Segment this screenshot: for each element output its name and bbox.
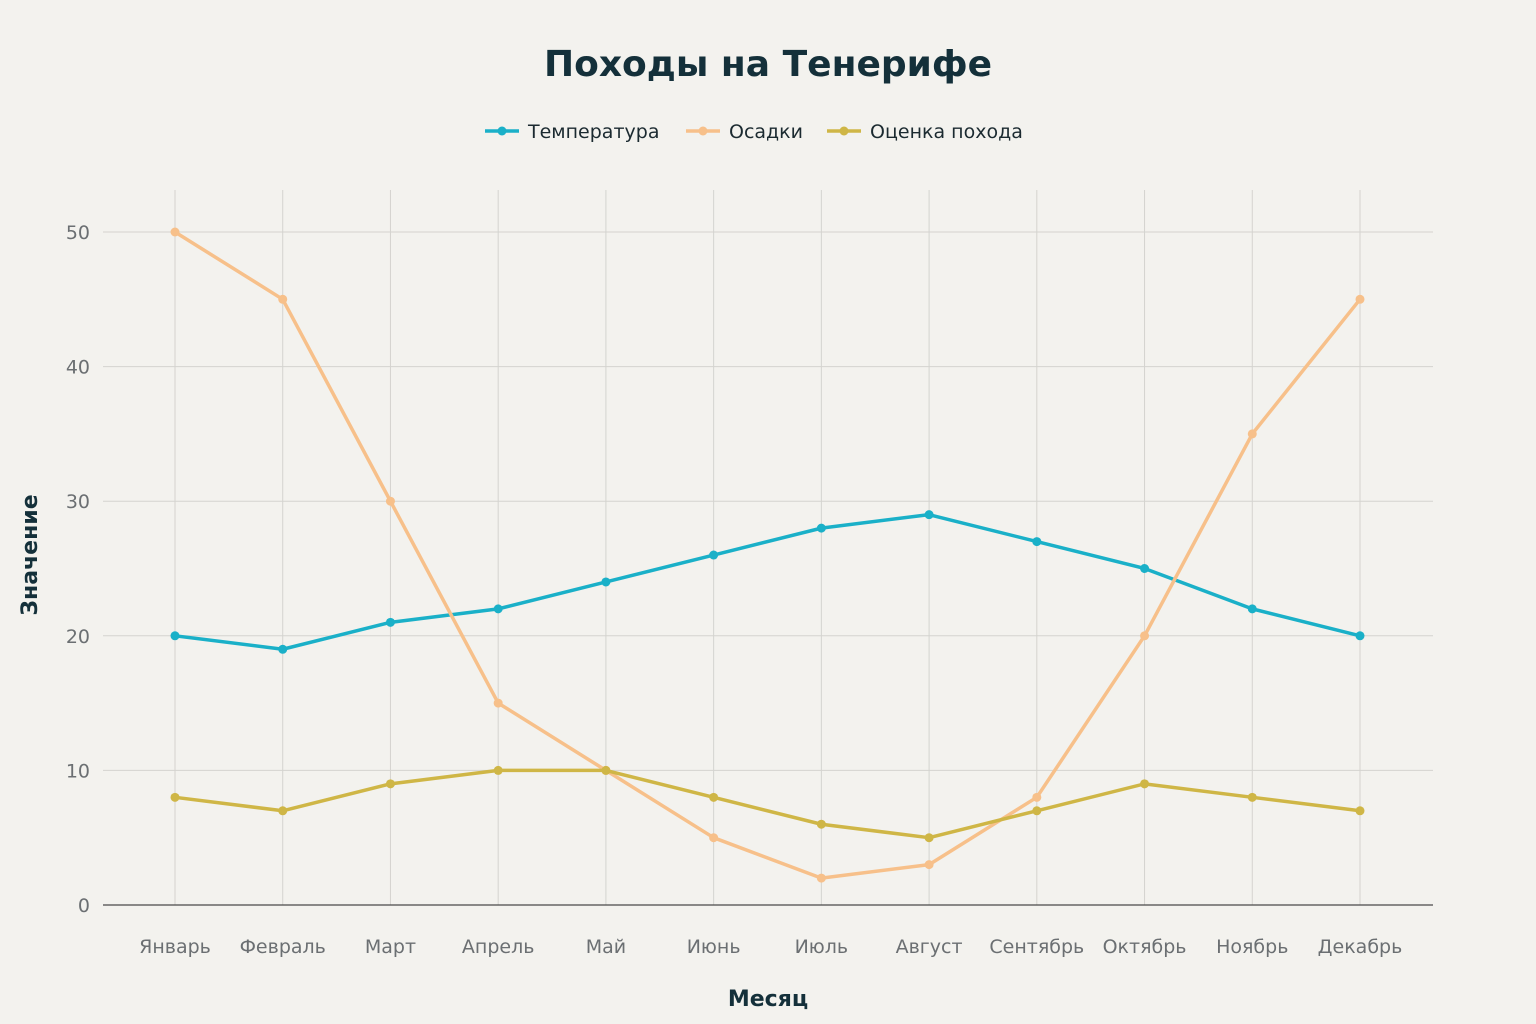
- data-point: [816, 523, 826, 533]
- data-point: [1355, 294, 1365, 304]
- data-point: [1032, 537, 1042, 547]
- data-point: [601, 577, 611, 587]
- data-point: [1247, 792, 1257, 802]
- legend-item[interactable]: Оценка похода: [827, 121, 1023, 143]
- data-point: [1032, 792, 1042, 802]
- data-point: [385, 496, 395, 506]
- legend-item[interactable]: Осадки: [686, 121, 803, 143]
- x-tick-label: Ноябрь: [1216, 936, 1288, 958]
- data-point: [493, 604, 503, 614]
- x-tick-label: Март: [365, 936, 416, 958]
- series-line: [173, 768, 1362, 840]
- data-point: [816, 819, 826, 829]
- x-axis-ticks: Январь Февраль Март Апрель Май Июнь Июль Август…: [139, 936, 1402, 958]
- data-point: [1247, 604, 1257, 614]
- chart-title: Походы на Тенерифе: [544, 44, 992, 85]
- data-point: [1032, 806, 1042, 816]
- series-2: [170, 227, 1365, 883]
- x-tick-label: Октябрь: [1103, 936, 1187, 958]
- y-tick-label: 30: [66, 491, 90, 513]
- data-point: [924, 860, 934, 870]
- data-point: [170, 227, 180, 237]
- y-tick-label: 10: [66, 760, 90, 782]
- data-point: [816, 873, 826, 883]
- legend-item[interactable]: Температура: [485, 121, 659, 143]
- data-point: [385, 617, 395, 627]
- legend-label: Осадки: [729, 121, 803, 143]
- legend-label: Температура: [527, 121, 659, 143]
- series-1: [170, 510, 1365, 654]
- data-point: [278, 294, 288, 304]
- x-tick-label: Декабрь: [1318, 936, 1403, 958]
- y-tick-label: 0: [78, 895, 90, 917]
- x-tick-label: Январь: [139, 936, 211, 958]
- y-tick-label: 40: [66, 357, 90, 379]
- legend-swatch-marker: [497, 126, 507, 136]
- legend-swatch-marker: [839, 126, 849, 136]
- data-point: [493, 765, 503, 775]
- data-point: [278, 644, 288, 654]
- series-line: [173, 512, 1362, 652]
- data-point: [1355, 806, 1365, 816]
- data-point: [1355, 631, 1365, 641]
- data-point: [1247, 429, 1257, 439]
- legend-swatch-marker: [698, 126, 708, 136]
- data-point: [709, 550, 719, 560]
- x-tick-label: Август: [896, 936, 963, 958]
- x-tick-label: Июль: [795, 936, 849, 958]
- x-tick-label: Сентябрь: [989, 936, 1084, 958]
- series-3: [170, 765, 1365, 843]
- data-point: [1140, 631, 1150, 641]
- series-line: [173, 230, 1362, 880]
- data-point: [493, 698, 503, 708]
- y-tick-label: 20: [66, 626, 90, 648]
- data-point: [924, 833, 934, 843]
- x-tick-label: Май: [586, 936, 626, 958]
- data-point: [709, 792, 719, 802]
- legend-label: Оценка похода: [870, 121, 1023, 143]
- grid: [103, 190, 1433, 905]
- y-axis-ticks: 0 10 20 30 40 50: [66, 222, 90, 917]
- data-point: [709, 833, 719, 843]
- data-point: [278, 806, 288, 816]
- data-point: [924, 510, 934, 520]
- data-point: [1140, 779, 1150, 789]
- data-point: [170, 631, 180, 641]
- legend: Температура Осадки Оценка похода: [485, 121, 1023, 143]
- y-tick-label: 50: [66, 222, 90, 244]
- x-tick-label: Февраль: [240, 936, 326, 958]
- x-tick-label: Апрель: [462, 936, 535, 958]
- x-tick-label: Июнь: [687, 936, 741, 958]
- data-point: [385, 779, 395, 789]
- x-axis-title: Месяц: [728, 987, 808, 1012]
- data-point: [170, 792, 180, 802]
- y-axis-title: Значение: [18, 494, 43, 615]
- data-point: [1140, 564, 1150, 573]
- series-group: [170, 227, 1365, 883]
- data-point: [601, 765, 611, 775]
